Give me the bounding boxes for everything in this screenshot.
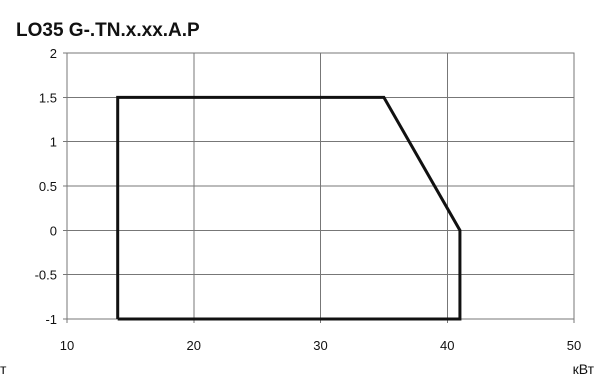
axis-labels: 10 20 30 40 50 -1 -0.5 0 0.5 1 1.5 2 [35, 46, 582, 353]
grid [67, 53, 574, 319]
x-tick-label: 50 [567, 338, 581, 353]
y-tick-label: -1 [45, 312, 57, 327]
y-tick-label: 1.5 [39, 90, 57, 105]
x-tick-label: 20 [187, 338, 201, 353]
chart-title: LO35 G-.TN.x.xx.A.P [16, 20, 200, 41]
y-tick-label: 0.5 [39, 179, 57, 194]
y-tick-label: 2 [50, 46, 57, 61]
x-tick-label: 40 [440, 338, 454, 353]
data-layer [116, 95, 462, 321]
x-axis-unit-label: кВт [573, 361, 594, 377]
x-tick-label: 30 [313, 338, 327, 353]
y-tick-label: -0.5 [35, 268, 57, 283]
y-tick-label: 1 [50, 135, 57, 150]
y-tick-label: 0 [50, 223, 57, 238]
x-tick-label: 10 [60, 338, 74, 353]
axis-ticks [63, 52, 575, 323]
x-axis-left-fragment: т [0, 361, 7, 377]
operating-range-line [116, 95, 462, 321]
